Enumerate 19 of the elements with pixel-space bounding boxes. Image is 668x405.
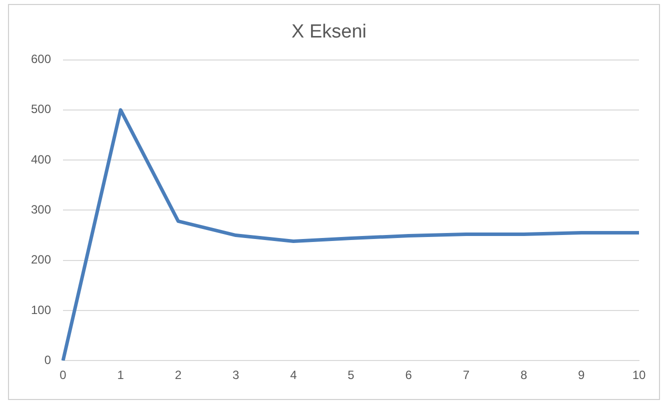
x-tick-label: 10 xyxy=(632,368,646,382)
y-tick-label: 100 xyxy=(30,302,52,317)
y-tick-label: 200 xyxy=(30,252,52,267)
x-tick-label: 8 xyxy=(520,368,528,382)
y-tick-label: 500 xyxy=(30,102,52,116)
x-tick-label: 6 xyxy=(405,368,412,382)
x-tick-label: 2 xyxy=(174,368,182,382)
y-tick-label: 300 xyxy=(30,202,52,217)
x-tick-label: 1 xyxy=(117,368,124,382)
x-tick-label: 0 xyxy=(60,368,67,382)
y-tick-label: 400 xyxy=(30,152,52,166)
x-tick-label: 4 xyxy=(290,368,298,382)
y-tick-label: 0 xyxy=(44,352,52,367)
x-tick-label: 7 xyxy=(462,368,470,382)
x-tick-label: 9 xyxy=(578,368,586,382)
y-tick-label: 600 xyxy=(30,52,52,66)
x-tick-label: 3 xyxy=(232,368,240,382)
chart-title: X Ekseni xyxy=(292,22,366,43)
x-tick-label: 5 xyxy=(348,368,355,382)
